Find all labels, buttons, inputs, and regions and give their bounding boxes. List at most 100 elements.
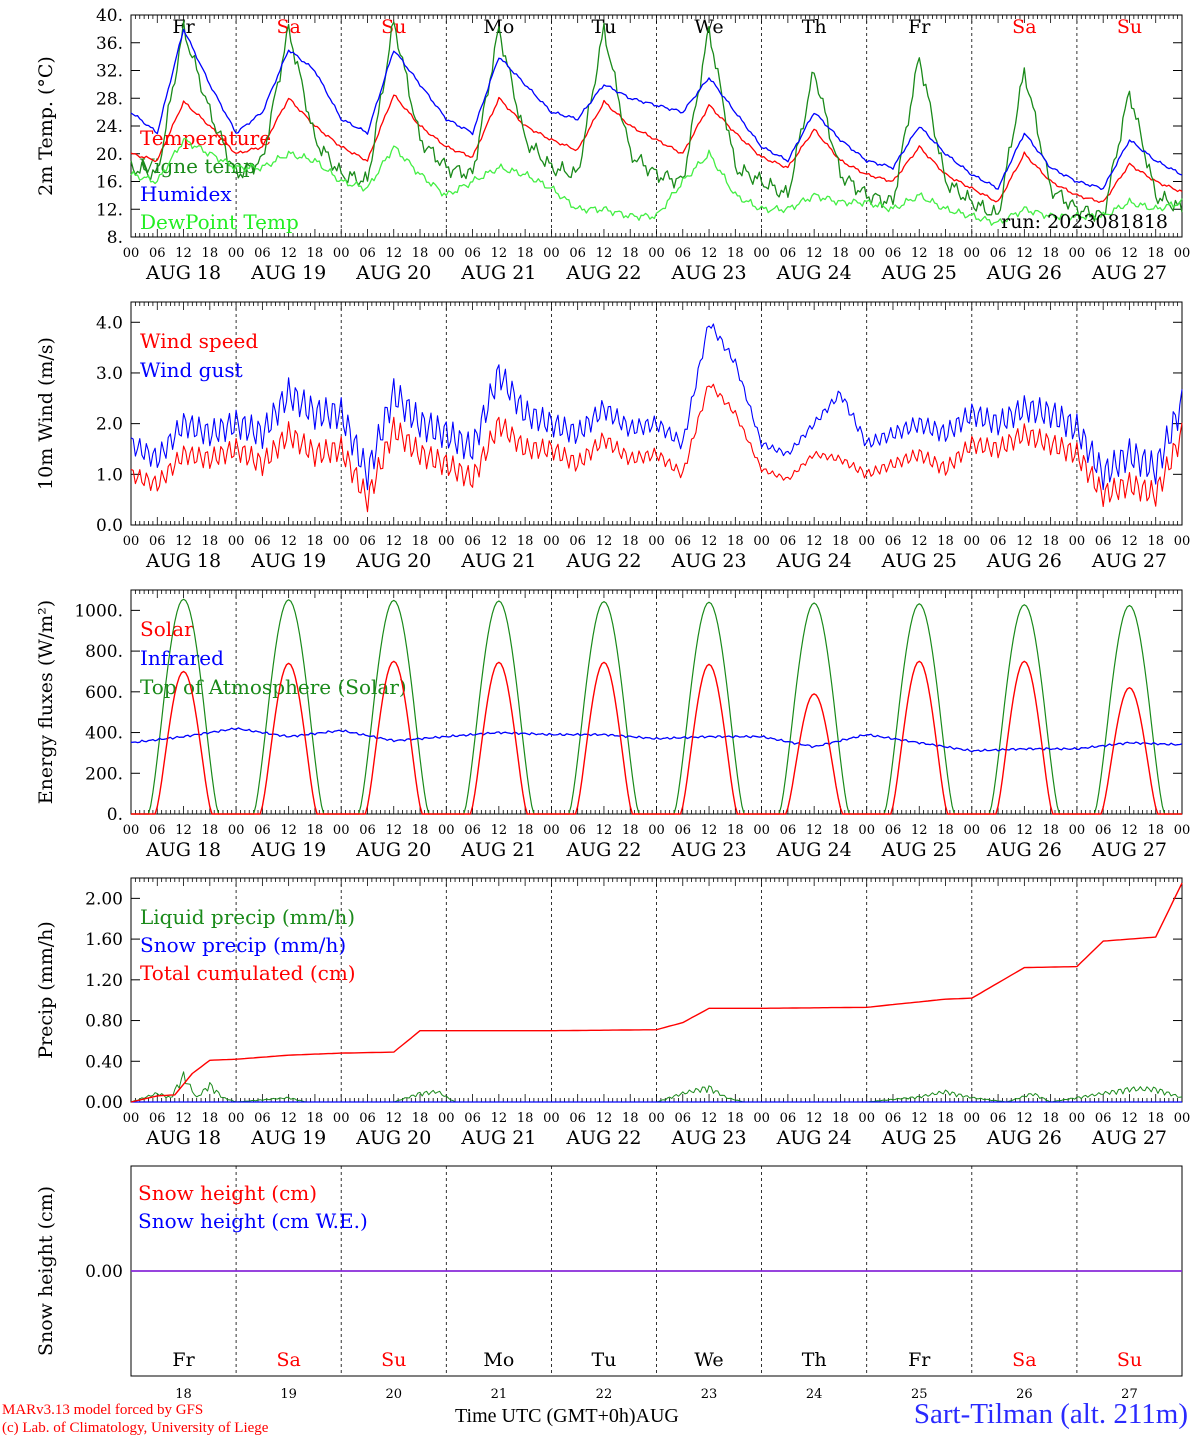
hour-tick-label: 18 [937,823,954,838]
series-line [130,94,1183,204]
hour-tick-label: 18 [832,1111,849,1126]
hour-tick-label: 00 [1174,534,1191,549]
hour-tick-label: 06 [990,1111,1007,1126]
weekday-label: Sa [1012,16,1036,38]
hour-tick-label: 06 [1095,246,1112,261]
time-axis-title: Time UTC (GMT+0h) [455,1405,636,1427]
hour-tick-label: 06 [675,1111,692,1126]
hour-tick-label: 12 [596,246,613,261]
hour-tick-label: 00 [858,1111,875,1126]
y-tick-label: 12. [96,200,123,220]
legend-entry: Temperature [140,126,271,150]
hour-tick-label: 00 [1069,1111,1086,1126]
hour-tick-label: 12 [1016,823,1033,838]
weekday-label: Fr [908,16,931,38]
weekday-label: Th [802,1349,827,1371]
hour-tick-label: 18 [517,1111,534,1126]
hour-tick-label: 18 [622,823,639,838]
weekday-label: Su [381,1349,406,1371]
day-number: 18 [175,1387,192,1402]
day-label: AUG 21 [460,1127,536,1149]
legend-entry: Humidex [140,182,232,206]
hour-tick-label: 12 [491,1111,508,1126]
legend-entry: Snow height (cm) [138,1181,317,1205]
day-label: AUG 26 [986,1127,1062,1149]
hour-tick-label: 00 [964,246,981,261]
day-label: AUG 18 [145,550,221,572]
y-axis-label: Precip (mm/h) [35,921,57,1059]
day-label: AUG 26 [986,839,1062,861]
hour-tick-label: 00 [1069,246,1086,261]
y-tick-label: 1.20 [85,971,123,991]
day-number: 26 [1016,1387,1033,1402]
hour-tick-label: 18 [412,534,429,549]
hour-tick-label: 12 [175,1111,192,1126]
day-label: AUG 21 [460,550,536,572]
hour-tick-label: 06 [885,1111,902,1126]
hour-tick-label: 18 [622,534,639,549]
day-number: 21 [491,1387,508,1402]
hour-tick-label: 06 [359,1111,376,1126]
hour-tick-label: 00 [333,823,350,838]
hour-tick-label: 06 [780,1111,797,1126]
y-tick-label: 0.80 [85,1012,123,1032]
day-label: AUG 18 [145,1127,221,1149]
hour-tick-label: 12 [806,1111,823,1126]
hour-tick-label: 06 [254,246,271,261]
hour-tick-label: 12 [385,1111,402,1126]
hour-tick-label: 12 [1016,534,1033,549]
series-line [130,20,1183,222]
y-tick-label: 28. [96,89,123,109]
day-label: AUG 23 [670,1127,746,1149]
hour-tick-label: 00 [753,246,770,261]
hour-tick-label: 12 [491,534,508,549]
hour-tick-label: 12 [385,246,402,261]
hour-tick-label: 00 [543,823,560,838]
hour-tick-label: 18 [727,823,744,838]
hour-tick-label: 00 [1174,246,1191,261]
hour-tick-label: 12 [280,246,297,261]
hour-tick-label: 06 [254,1111,271,1126]
hour-tick-label: 18 [832,823,849,838]
y-tick-label: 0.0 [96,516,123,536]
hour-tick-label: 06 [464,823,481,838]
hour-tick-label: 18 [1042,534,1059,549]
hour-tick-label: 18 [202,823,219,838]
weekday-label: Fr [908,1349,931,1371]
hour-tick-label: 18 [412,246,429,261]
hour-tick-label: 00 [333,246,350,261]
weekday-label: Su [381,16,406,38]
day-label: AUG 26 [986,550,1062,572]
hour-tick-label: 06 [149,823,166,838]
hour-tick-label: 12 [385,823,402,838]
y-tick-label: 800. [85,642,123,662]
day-label: AUG 23 [670,839,746,861]
hour-tick-label: 00 [333,534,350,549]
hour-tick-label: 00 [543,1111,560,1126]
legend-entry: Liquid precip (mm/h) [140,905,355,929]
day-number: 24 [806,1387,823,1402]
day-label: AUG 27 [1091,550,1167,572]
hour-tick-label: 18 [727,1111,744,1126]
y-tick-label: 2.0 [96,415,123,435]
legend-entry: Wind gust [140,358,243,382]
hour-tick-label: 18 [832,534,849,549]
hour-tick-label: 00 [648,246,665,261]
hour-tick-label: 12 [596,1111,613,1126]
hour-tick-label: 12 [175,823,192,838]
hour-tick-label: 18 [202,534,219,549]
weekday-label: Sa [276,1349,300,1371]
hour-tick-label: 18 [307,246,324,261]
hour-tick-label: 18 [937,534,954,549]
hour-tick-label: 12 [911,534,928,549]
hour-tick-label: 00 [123,534,140,549]
day-label: AUG 19 [250,262,326,284]
hour-tick-label: 12 [911,1111,928,1126]
hour-tick-label: 00 [964,823,981,838]
hour-tick-label: 00 [228,534,245,549]
hour-tick-label: 18 [622,246,639,261]
hour-tick-label: 00 [648,534,665,549]
series-line [130,137,1183,226]
hour-tick-label: 18 [202,246,219,261]
hour-tick-label: 06 [464,1111,481,1126]
